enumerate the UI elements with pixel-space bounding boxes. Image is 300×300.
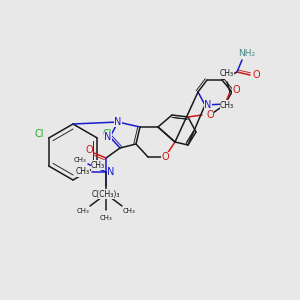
Text: CH₃: CH₃ <box>123 208 135 214</box>
Text: O: O <box>161 152 169 162</box>
Text: O: O <box>206 110 214 120</box>
Text: N: N <box>104 132 112 142</box>
Text: CH₃: CH₃ <box>100 215 112 221</box>
Text: O: O <box>252 70 260 80</box>
Text: Cl: Cl <box>103 129 112 139</box>
Text: C(CH₃)₃: C(CH₃)₃ <box>92 190 120 199</box>
Text: N: N <box>114 117 122 127</box>
Text: CH₃: CH₃ <box>91 160 105 169</box>
Text: CH₃: CH₃ <box>220 70 234 79</box>
Text: CH₃: CH₃ <box>74 157 86 163</box>
Text: NH₂: NH₂ <box>238 50 256 58</box>
Text: N: N <box>107 167 115 177</box>
Text: CH₃: CH₃ <box>76 167 90 176</box>
Text: CH₃: CH₃ <box>76 208 89 214</box>
Text: O: O <box>232 85 240 95</box>
Text: N: N <box>204 100 212 110</box>
Text: Cl: Cl <box>34 129 43 139</box>
Text: CH₃: CH₃ <box>220 100 234 109</box>
Text: O: O <box>85 145 93 155</box>
